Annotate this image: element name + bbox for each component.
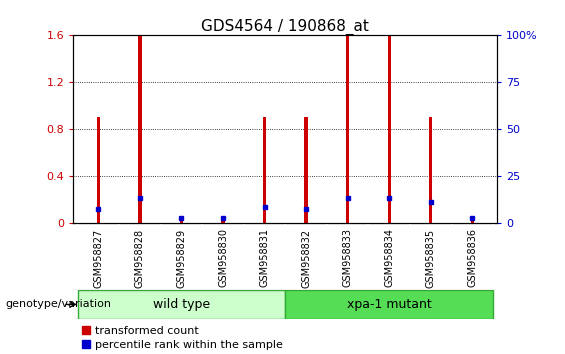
- Bar: [285, 290, 493, 319]
- Title: GDS4564 / 190868_at: GDS4564 / 190868_at: [201, 19, 370, 35]
- Text: GSM958835: GSM958835: [426, 228, 436, 287]
- Bar: [180, 221, 183, 223]
- Bar: [263, 118, 266, 223]
- Bar: [77, 290, 285, 319]
- Bar: [221, 221, 225, 223]
- Text: GSM958831: GSM958831: [259, 228, 270, 287]
- Text: GSM958829: GSM958829: [176, 228, 186, 287]
- Text: genotype/variation: genotype/variation: [6, 299, 112, 309]
- Bar: [97, 118, 100, 223]
- Bar: [305, 118, 308, 223]
- Bar: [346, 35, 349, 223]
- Text: GSM958832: GSM958832: [301, 228, 311, 287]
- Text: GSM958828: GSM958828: [135, 228, 145, 287]
- Bar: [138, 35, 142, 223]
- Text: wild type: wild type: [153, 298, 210, 311]
- Text: xpa-1 mutant: xpa-1 mutant: [347, 298, 432, 311]
- Bar: [429, 118, 432, 223]
- Text: GSM958833: GSM958833: [342, 228, 353, 287]
- Text: GSM958834: GSM958834: [384, 228, 394, 287]
- Legend: transformed count, percentile rank within the sample: transformed count, percentile rank withi…: [79, 324, 285, 352]
- Text: GSM958827: GSM958827: [93, 228, 103, 288]
- Bar: [388, 35, 391, 223]
- Text: GSM958830: GSM958830: [218, 228, 228, 287]
- Bar: [471, 221, 474, 223]
- Text: GSM958836: GSM958836: [467, 228, 477, 287]
